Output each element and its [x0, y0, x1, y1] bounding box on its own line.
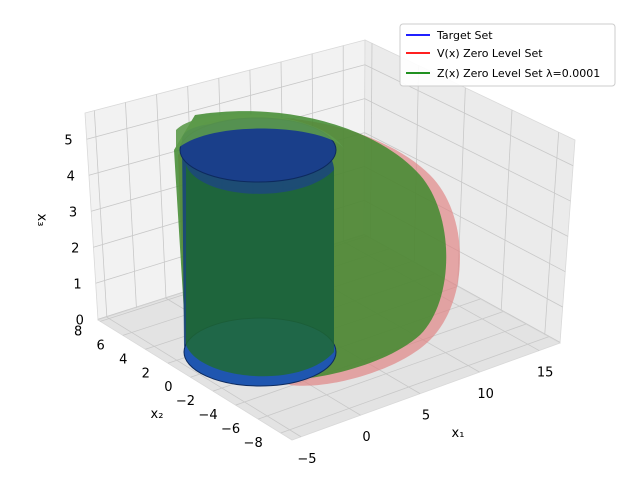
- z-tick-label: 2: [71, 241, 79, 256]
- surfaces: [174, 111, 460, 387]
- z-tick-label: 1: [73, 277, 81, 292]
- z-grid-right: [364, 132, 569, 237]
- y-tick-label: −2: [176, 394, 195, 409]
- y-axis-label: x₂: [151, 407, 164, 422]
- x-grid-wall: [500, 109, 513, 311]
- x-tick-label: 0: [362, 430, 370, 445]
- x-grid-floor: [106, 316, 302, 438]
- y-grid-wall: [156, 94, 167, 299]
- y-tick-label: −8: [244, 436, 263, 451]
- y-tick-label: 6: [97, 338, 105, 353]
- z-tick-label: 5: [64, 133, 72, 148]
- z-grid-right: [364, 98, 571, 202]
- x-tick-label: 5: [422, 409, 430, 424]
- y-tick-label: 8: [74, 324, 82, 339]
- z-tick-label: 3: [69, 205, 77, 220]
- z-grid-left: [86, 64, 365, 140]
- y-tick-label: 2: [142, 366, 150, 381]
- legend-label-target: Target Set: [436, 29, 493, 42]
- z-tick-label: 0: [76, 313, 84, 328]
- x-grid-wall: [544, 132, 560, 335]
- x-axis-label: x₁: [452, 426, 465, 441]
- x-tick-label: −5: [297, 452, 316, 467]
- z-top-rim: [176, 114, 345, 150]
- y-tick-label: 4: [119, 352, 127, 367]
- x-tick-label: 15: [537, 366, 554, 381]
- z-axis-label: x₃: [34, 214, 49, 227]
- legend-label-z: Z(x) Zero Level Set λ=0.0001: [437, 67, 600, 80]
- y-tick-label: 0: [164, 380, 172, 395]
- z-tick-label: 4: [67, 169, 75, 184]
- y-grid-floor: [280, 336, 549, 434]
- y-tick-label: −4: [198, 408, 217, 423]
- legend-label-v: V(x) Zero Level Set: [437, 47, 543, 60]
- x-tick-label: 10: [477, 387, 494, 402]
- y-grid-floor: [258, 323, 526, 420]
- legend-box: [399, 23, 616, 87]
- legend: Target Set V(x) Zero Level Set Z(x) Zero…: [399, 23, 616, 87]
- y-grid-wall: [125, 102, 137, 308]
- y-grid-wall: [93, 110, 108, 318]
- y-tick-label: −6: [221, 422, 240, 437]
- z-front-shell: [186, 165, 334, 377]
